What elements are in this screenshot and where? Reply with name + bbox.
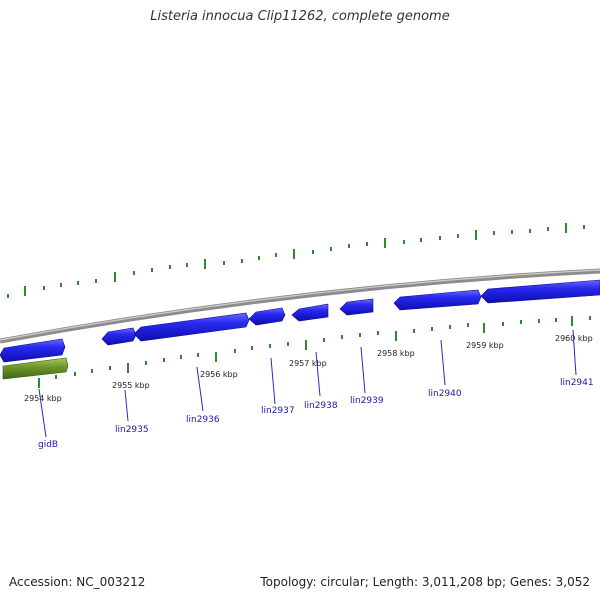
gene-leader-line: [360, 346, 366, 394]
reverse-gene-block[interactable]: [2, 357, 69, 380]
gene-label-lin2940[interactable]: lin2940: [428, 389, 462, 399]
gene-leader-line: [440, 339, 446, 386]
genome-backbone-highlight: [0, 269, 600, 341]
accession-text: Accession: NC_003212: [9, 575, 146, 589]
forward-gene-arrow[interactable]: [0, 338, 66, 363]
outer-tick-track: [7, 223, 585, 298]
scale-label: 2954 kbp: [24, 394, 62, 403]
genome-backbone: [0, 268, 600, 344]
gene-label-lin2938[interactable]: lin2938: [304, 401, 338, 411]
scale-label: 2959 kbp: [466, 341, 504, 350]
gene-label-lin2939[interactable]: lin2939: [350, 396, 384, 406]
scale-label: 2956 kbp: [200, 370, 238, 379]
forward-gene-arrow[interactable]: [339, 298, 374, 316]
gene-label-lin2941[interactable]: lin2941: [560, 378, 594, 388]
forward-gene-arrow[interactable]: [248, 307, 286, 326]
scale-label: 2955 kbp: [112, 381, 150, 390]
gene-label-lin2936[interactable]: lin2936: [186, 415, 220, 425]
gene-leader-line: [315, 351, 321, 397]
forward-gene-arrow[interactable]: [480, 279, 600, 304]
gene-label-lin2937[interactable]: lin2937: [261, 406, 295, 416]
gene-leader-line: [124, 389, 129, 422]
forward-gene-arrow[interactable]: [133, 312, 250, 342]
forward-gene-arrow[interactable]: [393, 289, 482, 311]
gene-leader-line: [38, 388, 47, 438]
inner-tick-track: [38, 316, 591, 388]
forward-gene-arrow[interactable]: [291, 303, 329, 322]
scale-label: 2958 kbp: [377, 349, 415, 358]
gene-leader-line: [196, 366, 204, 412]
scale-label: 2957 kbp: [289, 359, 327, 368]
gene-label-gidB[interactable]: gidB: [38, 440, 58, 450]
genome-summary-text: Topology: circular; Length: 3,011,208 bp…: [260, 575, 590, 589]
gene-label-lin2935[interactable]: lin2935: [115, 425, 149, 435]
gene-leader-line: [270, 357, 276, 405]
forward-gene-arrow[interactable]: [101, 327, 137, 346]
gene-leader-line: [572, 329, 577, 376]
map-title: Listeria innocua Clip11262, complete gen…: [150, 9, 450, 24]
